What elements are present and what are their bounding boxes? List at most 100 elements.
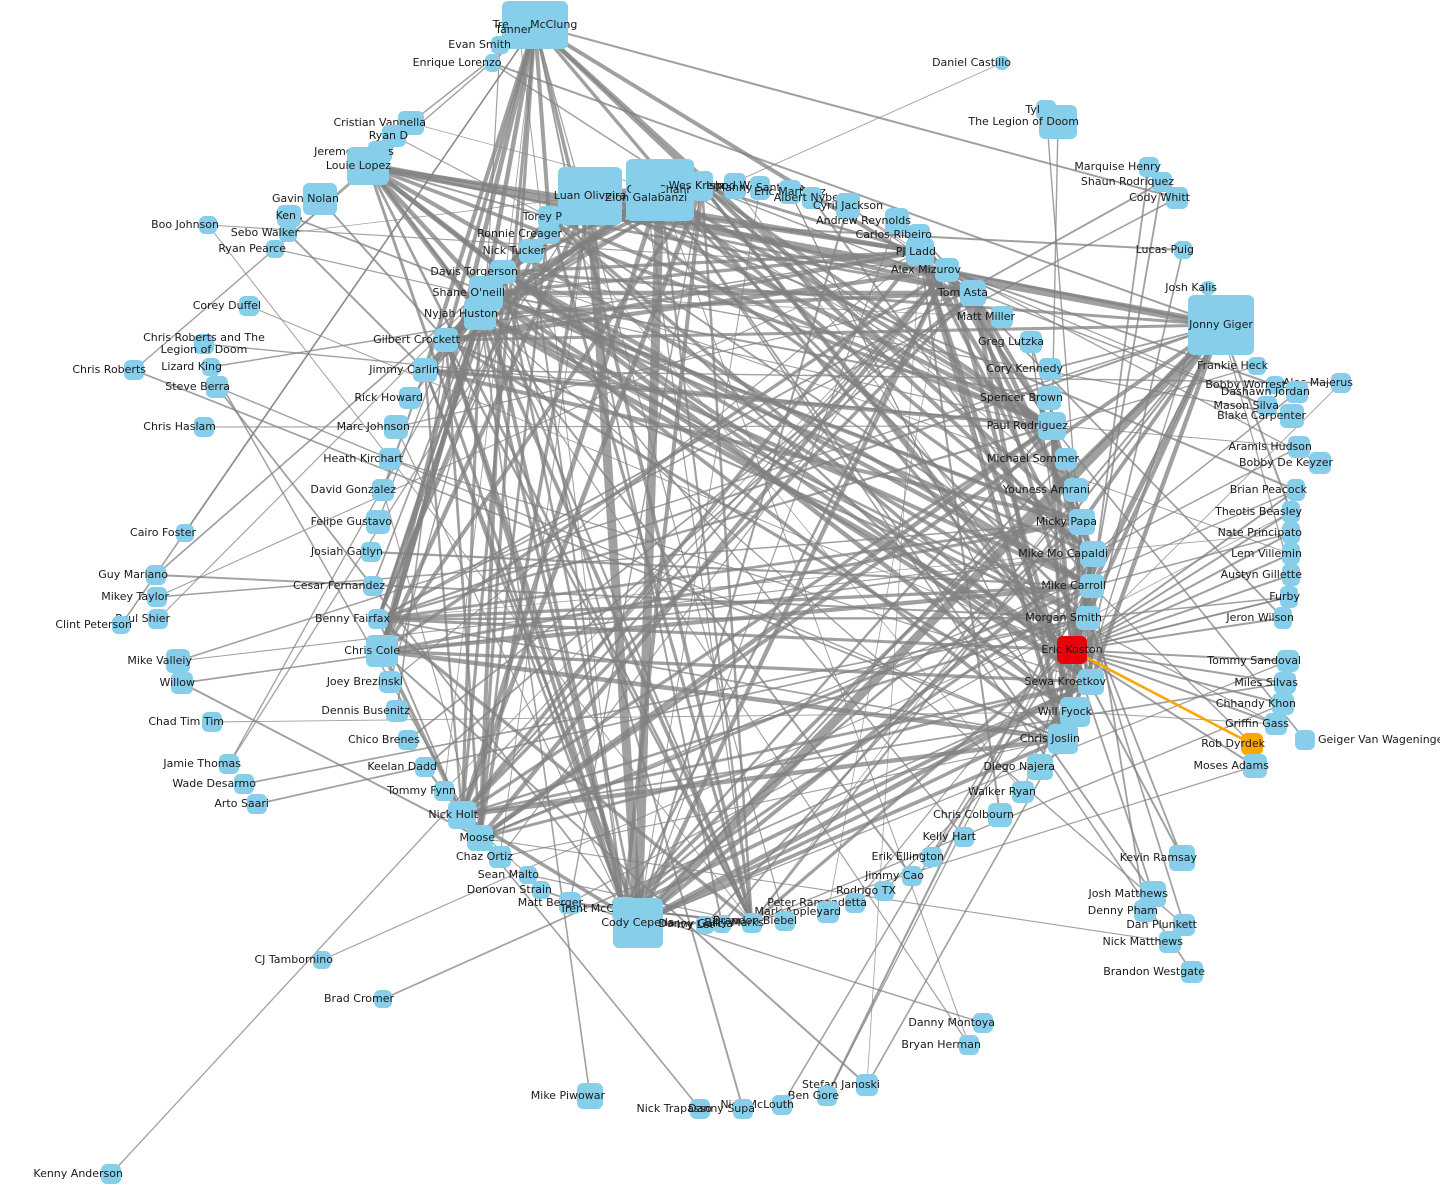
graph-node[interactable] xyxy=(368,609,388,629)
graph-node[interactable] xyxy=(266,240,284,258)
graph-node[interactable] xyxy=(239,296,259,316)
graph-node[interactable] xyxy=(874,881,894,901)
graph-node[interactable] xyxy=(386,700,408,722)
graph-node[interactable] xyxy=(467,825,493,851)
graph-node[interactable] xyxy=(696,916,714,934)
graph-node[interactable] xyxy=(1048,724,1078,754)
graph-node[interactable] xyxy=(1309,452,1331,474)
graph-node[interactable] xyxy=(902,866,922,886)
graph-node[interactable] xyxy=(464,298,496,330)
graph-node[interactable] xyxy=(366,510,390,534)
graph-node[interactable] xyxy=(960,280,986,306)
graph-node[interactable] xyxy=(1243,754,1267,778)
graph-node[interactable] xyxy=(1020,331,1042,353)
graph-node[interactable] xyxy=(1280,404,1304,428)
graph-node[interactable] xyxy=(1027,754,1053,780)
graph-node[interactable] xyxy=(366,635,398,667)
graph-node[interactable] xyxy=(995,56,1009,70)
graph-node[interactable] xyxy=(124,360,144,380)
graph-node[interactable] xyxy=(559,892,581,914)
graph-node[interactable] xyxy=(1277,650,1299,672)
graph-node[interactable] xyxy=(234,774,254,794)
graph-node[interactable] xyxy=(922,847,942,867)
graph-node[interactable] xyxy=(1159,931,1181,953)
graph-node[interactable] xyxy=(279,224,297,242)
graph-node[interactable] xyxy=(1257,396,1277,416)
graph-node[interactable] xyxy=(194,334,214,354)
graph-node[interactable] xyxy=(772,1095,792,1115)
graph-node[interactable] xyxy=(363,576,383,596)
graph-node[interactable] xyxy=(303,183,337,215)
graph-node[interactable] xyxy=(508,19,530,41)
graph-node[interactable] xyxy=(206,376,228,398)
graph-node[interactable] xyxy=(372,479,394,501)
graph-node[interactable] xyxy=(1055,448,1077,470)
graph-node[interactable] xyxy=(1265,713,1287,735)
graph-node[interactable] xyxy=(690,1099,710,1119)
graph-node[interactable] xyxy=(1274,607,1292,629)
graph-node[interactable] xyxy=(631,181,661,215)
graph-node[interactable] xyxy=(1274,672,1296,694)
graph-node[interactable] xyxy=(166,649,190,673)
graph-node[interactable] xyxy=(176,524,194,542)
graph-node[interactable] xyxy=(532,881,550,899)
graph-node[interactable] xyxy=(973,1013,993,1033)
graph-node[interactable] xyxy=(1188,295,1254,355)
graph-node[interactable] xyxy=(491,36,509,54)
graph-node[interactable] xyxy=(146,565,166,585)
graph-node[interactable] xyxy=(959,1035,979,1055)
graph-node[interactable] xyxy=(1282,522,1300,544)
graph-node[interactable] xyxy=(1060,697,1090,727)
graph-node[interactable] xyxy=(724,173,746,199)
graph-node[interactable] xyxy=(1201,281,1215,295)
graph-node[interactable] xyxy=(1295,730,1315,750)
graph-node[interactable] xyxy=(836,193,860,219)
graph-node[interactable] xyxy=(379,448,401,470)
graph-node[interactable] xyxy=(1174,241,1192,259)
graph-node[interactable] xyxy=(519,239,543,263)
graph-node[interactable] xyxy=(1134,900,1156,922)
graph-node[interactable] xyxy=(558,167,622,225)
graph-node[interactable] xyxy=(538,224,560,244)
graph-node[interactable] xyxy=(713,915,731,933)
graph-node[interactable] xyxy=(954,827,974,847)
graph-node[interactable] xyxy=(1038,412,1066,440)
graph-node[interactable] xyxy=(1331,373,1351,393)
graph-node[interactable] xyxy=(247,794,267,814)
graph-node[interactable] xyxy=(1287,479,1305,501)
graph-node[interactable] xyxy=(112,616,130,634)
graph-node[interactable] xyxy=(1286,381,1308,403)
graph-node[interactable] xyxy=(219,754,239,774)
graph-node[interactable] xyxy=(277,205,301,227)
graph-node[interactable] xyxy=(379,671,401,693)
graph-node[interactable] xyxy=(484,54,500,72)
graph-node[interactable] xyxy=(856,1074,878,1096)
graph-node[interactable] xyxy=(374,990,392,1008)
graph-node[interactable] xyxy=(538,206,560,228)
graph-node[interactable] xyxy=(1069,509,1095,535)
graph-node[interactable] xyxy=(691,171,713,201)
graph-node[interactable] xyxy=(448,801,476,829)
graph-node[interactable] xyxy=(845,893,865,913)
graph-node[interactable] xyxy=(1282,564,1300,586)
graph-node[interactable] xyxy=(361,542,381,562)
graph-node[interactable] xyxy=(199,216,217,234)
graph-node[interactable] xyxy=(1080,574,1104,598)
graph-node[interactable] xyxy=(1078,669,1104,695)
graph-node[interactable] xyxy=(415,757,435,777)
graph-node[interactable] xyxy=(817,1086,837,1106)
graph-node[interactable] xyxy=(1266,376,1284,394)
graph-node[interactable] xyxy=(413,358,437,382)
graph-node[interactable] xyxy=(1057,636,1087,664)
graph-node[interactable] xyxy=(750,176,770,200)
graph-node[interactable] xyxy=(1272,693,1294,715)
graph-node[interactable] xyxy=(101,1164,121,1184)
graph-node[interactable] xyxy=(171,672,193,694)
graph-node[interactable] xyxy=(399,387,421,409)
graph-node[interactable] xyxy=(1280,586,1298,608)
graph-node[interactable] xyxy=(991,306,1013,328)
graph-node[interactable] xyxy=(1039,358,1061,380)
graph-node[interactable] xyxy=(1288,436,1310,458)
graph-node[interactable] xyxy=(202,358,220,376)
graph-node[interactable] xyxy=(817,901,839,923)
